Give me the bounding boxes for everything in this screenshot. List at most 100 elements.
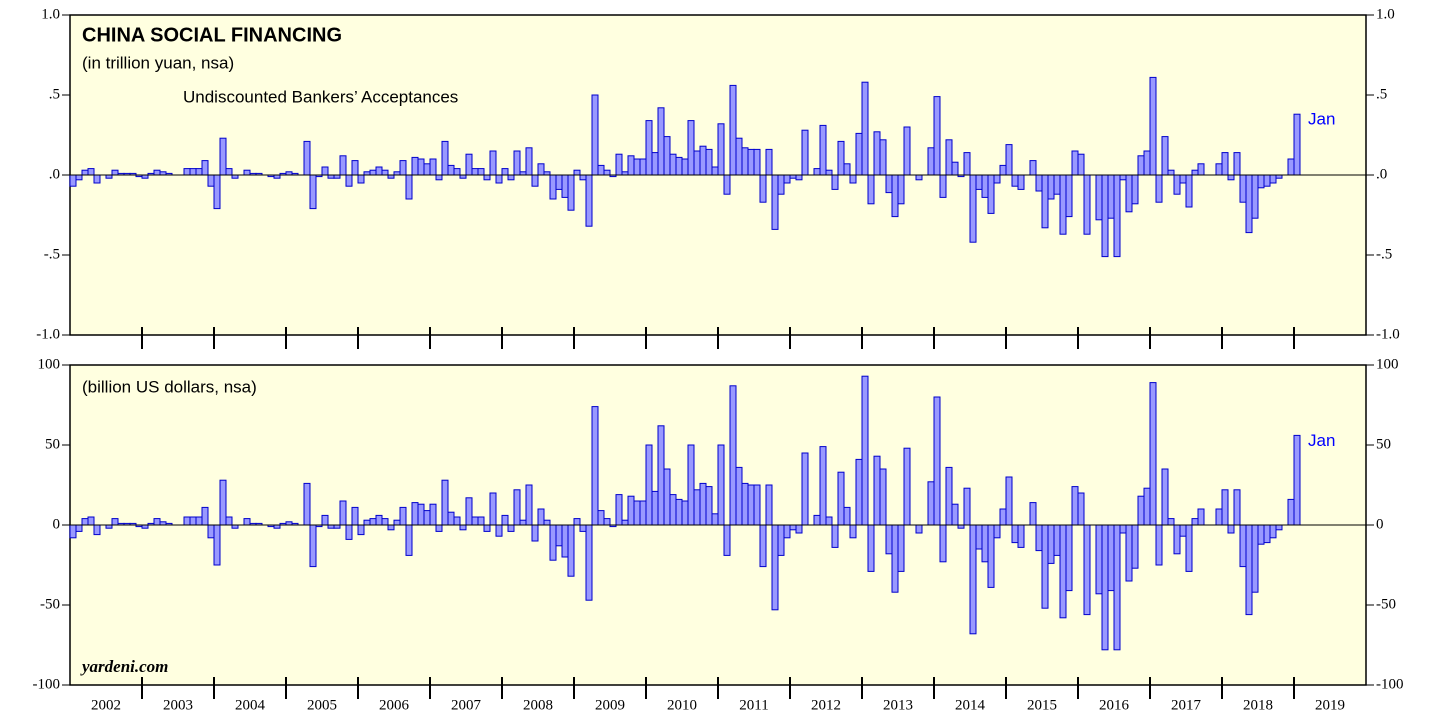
bar [831,524,839,548]
bar [657,107,665,176]
bar [633,500,641,526]
bar [1155,524,1163,566]
bar [87,168,95,176]
x-tick-label: 2015 [1027,697,1057,713]
bar [1215,163,1223,176]
bar [1011,524,1019,544]
bar [1257,524,1265,545]
bar [987,524,995,588]
y-tick-label: -.5 [1376,246,1392,262]
bar [69,524,77,539]
bar [789,524,797,531]
series-label: Undiscounted Bankers’ Acceptances [183,87,458,106]
bar [1005,476,1013,526]
bar [351,160,359,176]
bar [615,494,623,526]
bar [675,156,683,176]
bar [1041,174,1049,229]
bar [183,168,191,176]
bar [999,508,1007,526]
bar [507,524,515,532]
bar [693,150,701,176]
bar [723,174,731,195]
bar [627,155,635,176]
x-tick-label: 2010 [667,697,697,713]
bar [537,508,545,526]
bar [423,163,431,176]
bar [195,516,203,526]
bar [111,169,119,176]
bar [795,524,803,534]
bar [483,524,491,532]
bar [1071,150,1079,176]
bar [1041,524,1049,609]
bar [87,516,95,526]
bar [453,168,461,176]
bar [1047,174,1055,200]
x-tick-label: 2016 [1099,697,1130,713]
bar [561,524,569,558]
bar [321,514,329,526]
bar [1011,174,1019,187]
bar [1119,524,1127,534]
bar [429,158,437,176]
bar [573,518,581,526]
annotation: Jan [1308,110,1335,129]
bar [627,495,635,526]
bar [867,174,875,205]
bar [621,519,629,526]
bar [549,174,557,200]
bar [993,524,1001,539]
bar [477,168,485,176]
bar [681,500,689,526]
bar [1113,524,1121,651]
bar [537,163,545,176]
bar [339,155,347,176]
bar [591,406,599,526]
bar [543,519,551,526]
y-tick-label: 100 [1376,356,1399,372]
bar [219,137,227,176]
bar [1185,174,1193,208]
x-tick-label: 2012 [811,697,841,713]
bar [1221,489,1229,526]
bar [1245,174,1253,234]
bar [225,516,233,526]
bar [915,174,923,181]
x-tick-label: 2014 [955,697,986,713]
bar [1077,492,1085,526]
bar [861,375,869,526]
bar [1065,524,1073,592]
bar [1239,524,1247,568]
bar [771,174,779,230]
bar [465,497,473,526]
bar [741,147,749,176]
chart-title: CHINA SOCIAL FINANCING [82,24,342,46]
bar [153,169,161,176]
x-tick-label: 2004 [235,697,266,713]
bar [741,482,749,526]
bar [831,174,839,190]
x-tick-label: 2013 [883,697,913,713]
bar [111,518,119,526]
bar [591,94,599,176]
bar [309,524,317,568]
bar [765,484,773,526]
bar [645,120,653,176]
bar [387,524,395,531]
bar [555,524,563,547]
bar [1191,169,1199,176]
bar [1107,524,1115,592]
bar [969,524,977,635]
bar [897,524,905,572]
y-tick-label: .5 [1376,86,1387,102]
bar [1083,174,1091,235]
bar [663,136,671,176]
x-tick-label: 2005 [307,697,337,713]
bar [471,516,479,526]
bar [525,147,533,176]
bar [699,145,707,176]
y-tick-label: -50 [1376,596,1396,612]
y-tick-label: .0 [1376,166,1387,182]
bar [519,519,527,526]
